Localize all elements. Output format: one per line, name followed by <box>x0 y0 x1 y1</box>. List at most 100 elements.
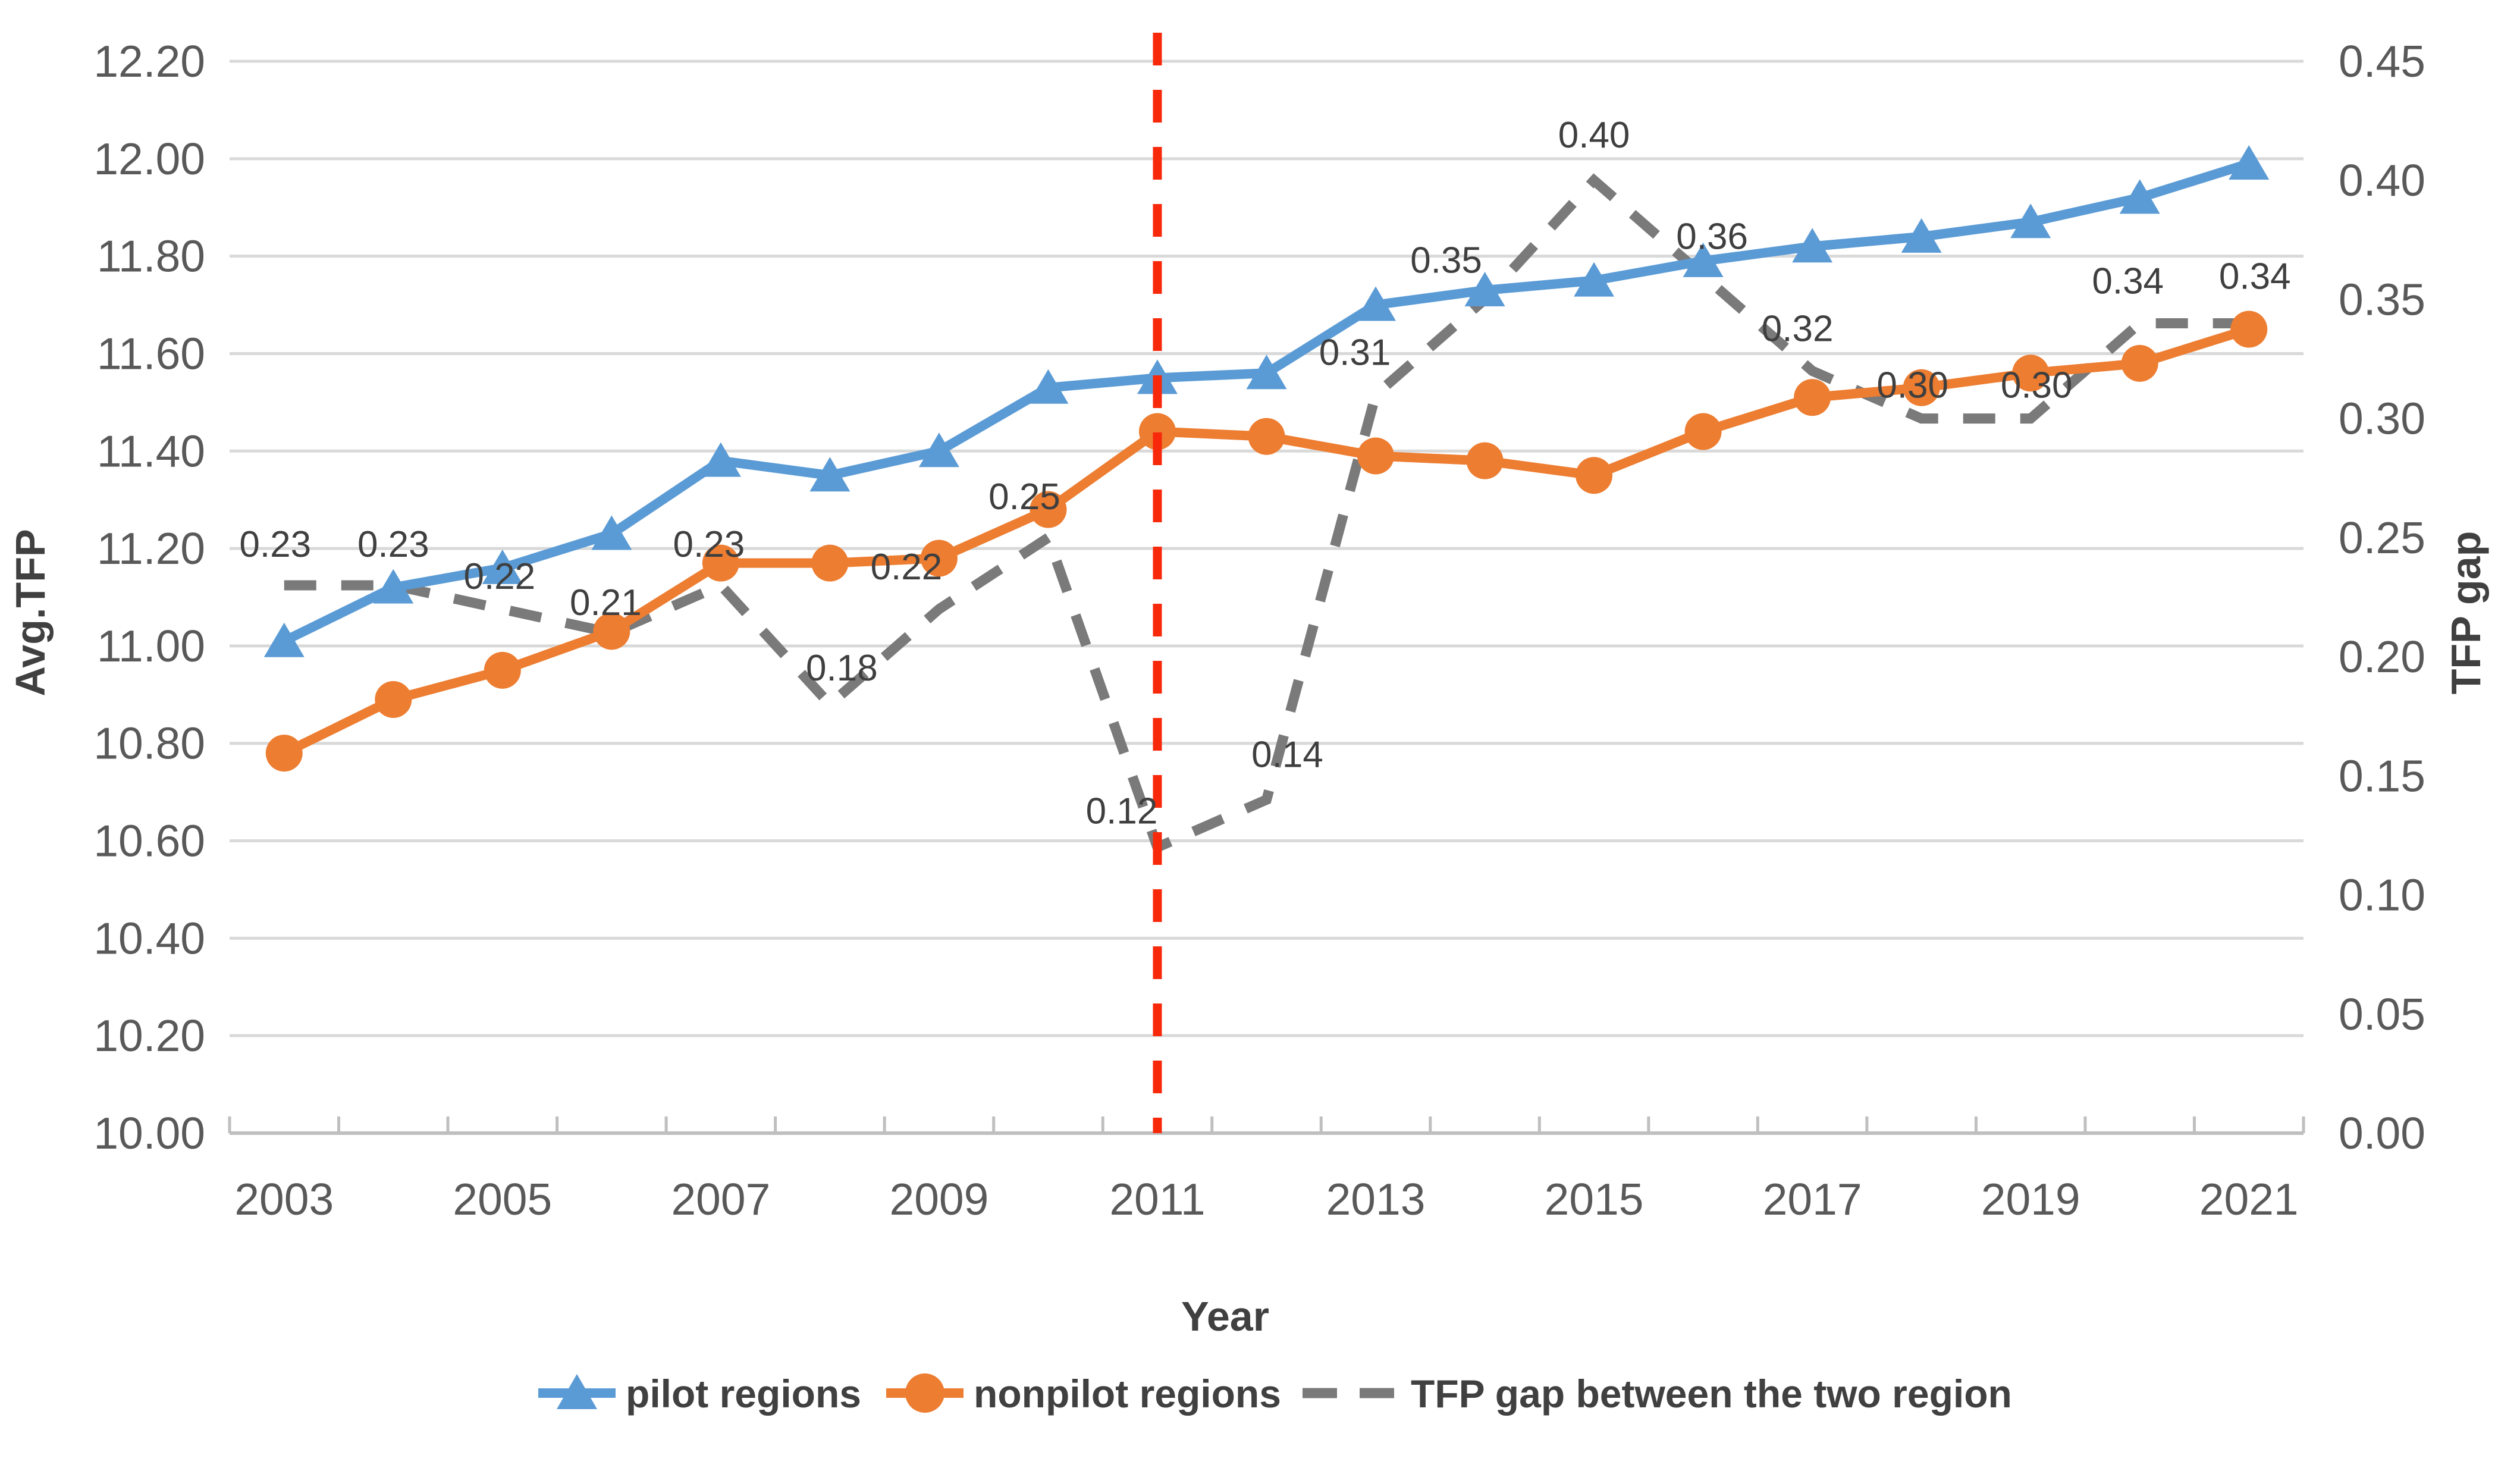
nonpilot-marker <box>2012 355 2050 392</box>
nonpilot-marker <box>484 651 521 689</box>
legend-label-pilot: pilot regions <box>626 1372 861 1416</box>
y-axis-tick-label-right: 0.15 <box>2339 751 2425 801</box>
nonpilot-marker <box>1576 457 1613 494</box>
x-axis-title: Year <box>1181 1293 1269 1340</box>
nonpilot-marker <box>1138 413 1176 450</box>
pilot-marker <box>1355 286 1396 321</box>
x-axis-tick-label: 2009 <box>889 1174 988 1224</box>
nonpilot-marker <box>1248 418 1285 455</box>
y-axis-tick-label-left: 10.60 <box>93 816 205 866</box>
nonpilot-marker <box>920 540 958 577</box>
pilot-marker <box>1574 262 1615 297</box>
gap-data-label: 0.36 <box>1676 216 1748 257</box>
x-axis-tick-label: 2019 <box>1981 1174 2080 1224</box>
legend-item-tfp-gap: TFP gap between the two region <box>1303 1372 2012 1416</box>
gap-data-label: 0.40 <box>1558 115 1630 156</box>
y-axis-tick-label-left: 12.00 <box>93 134 205 184</box>
pilot-marker <box>1792 228 1833 263</box>
legend: pilot regions nonpilot regions TFP gap b… <box>538 1372 2012 1416</box>
pilot-legend-triangle-icon <box>557 1374 597 1409</box>
nonpilot-marker <box>1030 491 1067 528</box>
nonpilot-marker <box>265 735 303 772</box>
x-axis-tick-label: 2005 <box>453 1174 552 1224</box>
plot-area: 10.00 10.20 10.40 10.60 10.80 11.00 11.20 11.40… <box>93 33 2425 1224</box>
x-axis-tick-label: 2007 <box>671 1174 770 1224</box>
y-axis-tick-label-right: 0.25 <box>2339 513 2425 563</box>
gap-data-label: 0.30 <box>1876 365 1948 406</box>
nonpilot-marker <box>375 681 412 719</box>
nonpilot-marker <box>702 544 739 582</box>
y-axis-tick-label-right: 0.20 <box>2339 632 2425 682</box>
y-axis-tick-label-left: 11.20 <box>97 523 205 573</box>
y-axis-tick-label-left: 10.20 <box>93 1011 205 1061</box>
y-axis-tick-label-right: 0.10 <box>2339 870 2425 920</box>
pilot-marker <box>263 622 305 657</box>
nonpilot-marker <box>2230 310 2268 348</box>
x-axis-tick-label: 2017 <box>1763 1174 1862 1224</box>
gap-data-label: 0.25 <box>988 476 1060 517</box>
y-axis-tick-label-left: 12.20 <box>93 36 205 86</box>
gap-data-label: 0.35 <box>1410 240 1482 281</box>
x-axis-tick-label: 2013 <box>1326 1174 1426 1224</box>
y-axis-tick-label-right: 0.30 <box>2339 394 2425 444</box>
nonpilot-marker <box>1903 369 1940 406</box>
y-axis-tick-label-left: 10.80 <box>93 719 205 769</box>
nonpilot-marker <box>593 613 630 650</box>
nonpilot-marker <box>2121 344 2158 382</box>
x-axis-tick-label: 2011 <box>1109 1174 1205 1224</box>
y-axis-tick-label-right: 0.40 <box>2339 155 2425 205</box>
gap-data-label: 0.34 <box>2219 256 2291 297</box>
right-axis-title: TFP gap <box>2443 531 2489 695</box>
gap-data-label: 0.30 <box>2001 365 2073 406</box>
gap-data-label: 0.34 <box>2092 261 2164 302</box>
y-axis-tick-label-left: 11.60 <box>97 328 205 378</box>
pilot-marker <box>1028 369 1069 404</box>
nonpilot-marker <box>1794 379 1831 416</box>
gap-data-label: 0.22 <box>463 556 535 597</box>
pilot-marker <box>1246 355 1287 390</box>
y-axis-tick-label-left: 11.00 <box>97 621 205 671</box>
gap-data-label: 0.22 <box>871 547 943 588</box>
pilot-marker <box>591 515 632 550</box>
pilot-marker <box>1683 242 1724 277</box>
gap-data-label: 0.12 <box>1086 791 1158 832</box>
pilot-marker <box>2119 179 2160 214</box>
y-axis-tick-label-right: 0.35 <box>2339 274 2425 324</box>
nonpilot-marker <box>1684 413 1722 450</box>
pilot-marker <box>373 569 414 604</box>
pilot-marker <box>1464 271 1505 306</box>
gap-data-label: 0.32 <box>1762 309 1834 350</box>
gap-data-label: 0.23 <box>357 524 429 565</box>
gap-data-label: 0.18 <box>806 648 878 689</box>
y-axis-tick-label-left: 10.40 <box>93 913 205 963</box>
pilot-marker <box>482 549 523 584</box>
y-axis-tick-label-left: 11.40 <box>97 426 205 476</box>
pilot-marker <box>918 432 959 468</box>
nonpilot-marker <box>1466 442 1504 479</box>
gap-data-label: 0.23 <box>673 524 745 565</box>
legend-label-nonpilot: nonpilot regions <box>974 1372 1281 1416</box>
x-axis-tick-label: 2003 <box>234 1174 334 1224</box>
y-axis-tick-label-left: 10.00 <box>93 1108 205 1158</box>
pilot-marker <box>809 457 851 492</box>
nonpilot-marker <box>811 544 849 582</box>
x-axis-tick-label: 2021 <box>2199 1174 2299 1224</box>
pilot-line <box>282 159 2251 645</box>
y-axis-tick-label-right: 0.05 <box>2339 989 2425 1039</box>
x-axis-tick-label: 2015 <box>1545 1174 1644 1224</box>
y-axis-tick-label-right: 0.00 <box>2339 1108 2425 1158</box>
legend-item-pilot: pilot regions <box>538 1372 861 1416</box>
legend-label-tfp-gap: TFP gap between the two region <box>1411 1372 2012 1416</box>
pilot-marker <box>700 442 741 477</box>
y-axis-tick-label-left: 11.80 <box>97 231 205 281</box>
pilot-marker <box>1901 218 1942 253</box>
tfp-gap-line <box>284 173 2249 854</box>
nonpilot-marker <box>1357 437 1395 475</box>
nonpilot-legend-circle-icon <box>905 1373 944 1413</box>
gap-data-label: 0.14 <box>1251 734 1323 775</box>
gap-data-label: 0.21 <box>570 582 642 623</box>
gap-data-label: 0.31 <box>1319 333 1391 374</box>
left-axis-title: Avg.TFP <box>7 529 54 696</box>
